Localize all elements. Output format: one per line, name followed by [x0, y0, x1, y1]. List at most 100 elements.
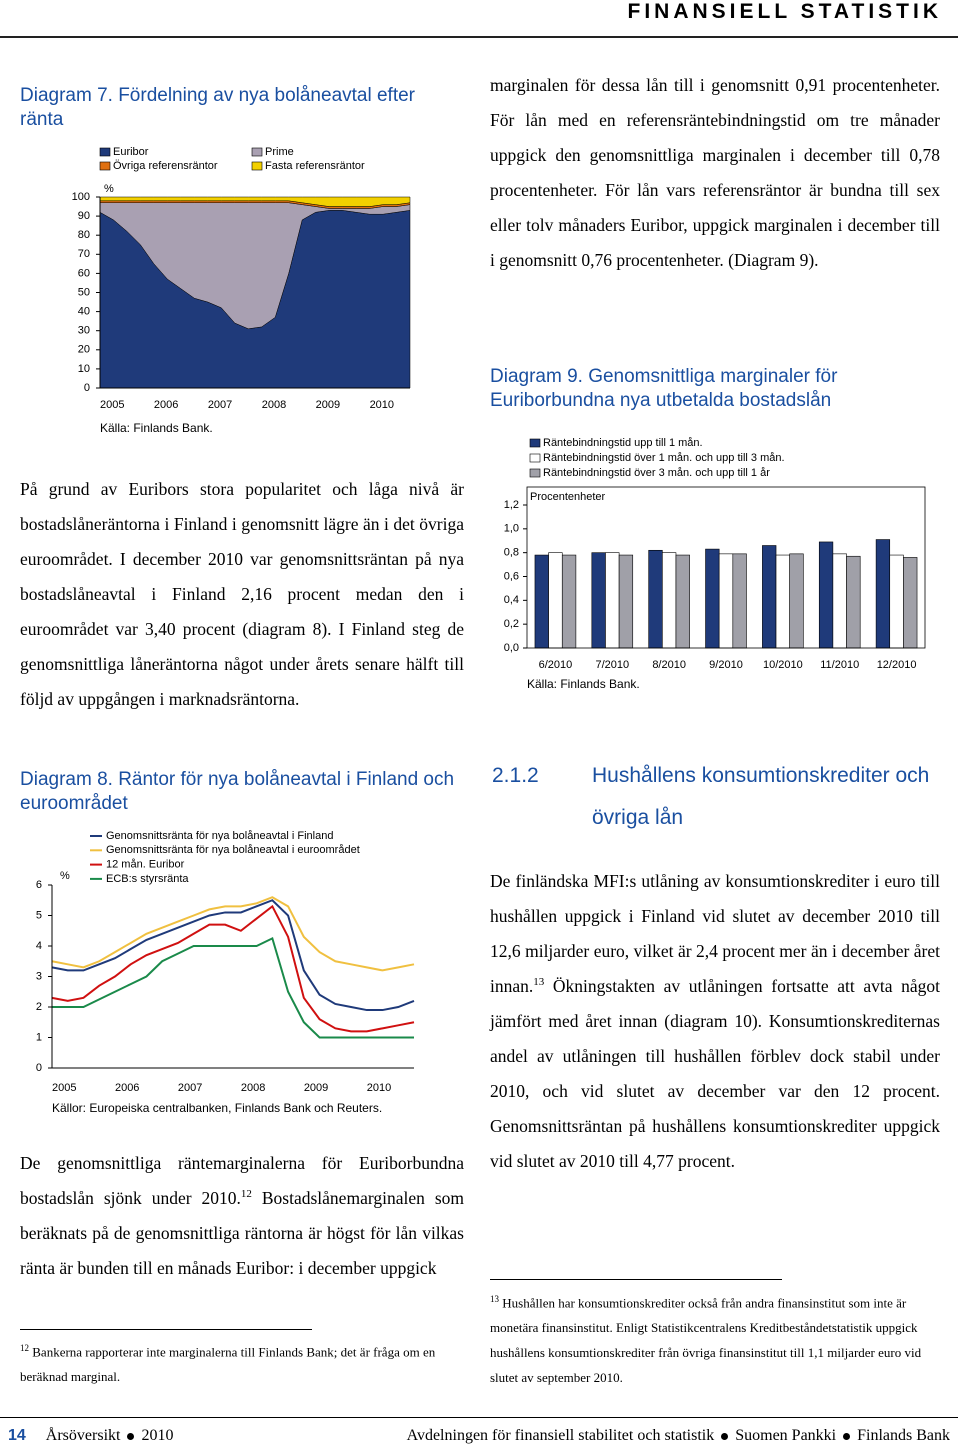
bar	[775, 554, 790, 649]
x-tick-label: 9/2010	[709, 659, 743, 671]
legend-label: Räntebindningstid över 3 mån. och upp ti…	[543, 467, 770, 479]
bank-name: Suomen Pankki	[735, 1427, 837, 1444]
plot-frame	[526, 486, 926, 649]
y-tick-label: 2	[36, 1001, 42, 1013]
legend-label: Prime	[265, 146, 294, 158]
y-tick-label: 100	[72, 191, 90, 203]
x-tick-label: 8/2010	[652, 659, 686, 671]
chart-title: Diagram 9. Genomsnittliga marginaler för…	[490, 366, 838, 411]
x-tick-label: 2009	[304, 1082, 328, 1094]
y-tick-label: 0,2	[504, 618, 519, 630]
footnote-ref: 12	[240, 1188, 252, 1201]
bar	[705, 548, 720, 649]
x-tick-label: 2008	[241, 1082, 265, 1094]
department: Avdelningen för finansiell stabilitet oc…	[406, 1427, 715, 1444]
footer-left: 14 Årsöversikt 2010	[8, 1427, 173, 1445]
x-tick-label: 2009	[316, 399, 340, 411]
footer-rule	[0, 1417, 958, 1418]
y-tick-label: 30	[78, 325, 90, 337]
bar	[591, 552, 606, 649]
text: Bostadslånemarginalen som beräknats på d…	[20, 1188, 464, 1278]
x-tick-label: 2010	[370, 399, 394, 411]
x-tick-label: 2006	[115, 1082, 139, 1094]
y-axis-label: %	[104, 183, 114, 195]
y-tick-label: 50	[78, 286, 90, 298]
bar	[662, 552, 677, 649]
text: De genomsnittliga räntemarginalerna för …	[20, 1153, 464, 1208]
footnote-ref: 13	[533, 976, 545, 989]
x-tick-label: 2005	[52, 1082, 76, 1094]
separator	[721, 1432, 729, 1440]
section-title: Hushållens konsumtionskrediter och övrig…	[592, 764, 930, 829]
y-tick-label: 0	[36, 1062, 42, 1074]
y-tick-label: 40	[78, 306, 90, 318]
bar	[903, 557, 918, 649]
line	[51, 896, 415, 972]
x-tick-label: 2006	[154, 399, 178, 411]
paragraph: På grund av Euribors stora popularitet o…	[20, 479, 464, 709]
chart-source: Källor: Europeiska centralbanken, Finlan…	[52, 1101, 383, 1115]
legend-swatch	[251, 147, 263, 157]
x-tick-label: 2010	[367, 1082, 391, 1094]
y-axis-label: Procentenheter	[530, 491, 606, 503]
bar	[618, 554, 634, 649]
y-tick-label: 3	[36, 970, 42, 982]
y-axis-label: %	[60, 870, 70, 882]
paragraph: marginalen för dessa lån till i genomsni…	[490, 75, 940, 270]
y-tick-label: 5	[36, 909, 42, 921]
y-tick-label: 0,8	[504, 547, 519, 559]
chart: 0 10 20 30 40 50 60 70 80 90 100% Euribor Prime Övrig…	[72, 146, 411, 411]
paragraph: De finländska MFI:s utlåning av konsumti…	[490, 864, 940, 1179]
bar	[875, 539, 891, 649]
y-tick-label: 20	[78, 344, 90, 356]
section-number: 2.1.2	[492, 764, 539, 787]
bar	[605, 552, 620, 649]
chart-title: Diagram 8. Räntor för nya bolåneavtal i …	[20, 769, 455, 814]
page-number: 14	[8, 1427, 26, 1444]
chart: 0 1 2 3 4 5 6% Genomsnittsränta för nya bolånea…	[36, 830, 415, 1094]
chart: 0,0 0,2 0,4 0,6 0,8 1,0 1,2 Procentenheter Ränte…	[504, 437, 926, 671]
line	[51, 904, 415, 1033]
footnote-text: Bankerna rapporterar inte marginalerna t…	[20, 1344, 436, 1385]
chart-source: Källa: Finlands Bank.	[100, 421, 213, 435]
legend-swatch	[529, 453, 541, 463]
legend-label: Genomsnittsränta för nya bolåneavtal i F…	[106, 830, 333, 842]
bar	[789, 553, 804, 649]
bar	[889, 554, 904, 649]
legend-label: 12 mån. Euribor	[106, 859, 185, 871]
y-tick-label: 4	[36, 940, 42, 952]
line	[52, 936, 414, 1039]
chart-source: Källa: Finlands Bank.	[527, 677, 640, 691]
chart-title: Diagram 7. Fördelning av nya bolåneavtal…	[20, 85, 416, 130]
bank-name: Finlands Bank	[857, 1427, 950, 1444]
footnote: 12 Bankerna rapporterar inte marginalern…	[20, 1336, 464, 1389]
bar	[762, 545, 777, 649]
y-tick-label: 60	[78, 267, 90, 279]
header-rule	[0, 36, 958, 38]
text: Ökningstakten av utlåningen fortsatte at…	[490, 976, 940, 1171]
legend-swatch	[529, 438, 541, 448]
y-tick-label: 1,2	[504, 499, 519, 511]
x-tick-label: 2007	[208, 399, 232, 411]
y-tick-label: 70	[78, 248, 90, 260]
legend-label: Räntebindningstid över 1 mån. och upp ti…	[543, 452, 785, 464]
line	[51, 899, 415, 1012]
paragraph: De genomsnittliga räntemarginalerna för …	[20, 1146, 464, 1286]
bar	[846, 555, 861, 649]
bar	[732, 553, 747, 649]
bar	[534, 554, 549, 649]
area	[99, 196, 411, 207]
footnote-number: 12	[20, 1343, 29, 1353]
year: 2010	[141, 1427, 174, 1444]
legend-label: ECB:s styrsränta	[106, 873, 189, 885]
x-tick-label: 2007	[178, 1082, 202, 1094]
legend-label: Övriga referensräntor	[113, 160, 218, 172]
x-tick-label: 6/2010	[539, 659, 573, 671]
y-tick-label: 0,4	[504, 594, 519, 606]
bar	[648, 549, 663, 649]
y-tick-label: 0,6	[504, 570, 519, 582]
y-tick-label: 6	[36, 879, 42, 891]
bar	[548, 552, 563, 649]
legend-swatch	[99, 147, 111, 157]
footnote: 13 Hushållen har konsumtionskrediter ock…	[490, 1287, 940, 1390]
